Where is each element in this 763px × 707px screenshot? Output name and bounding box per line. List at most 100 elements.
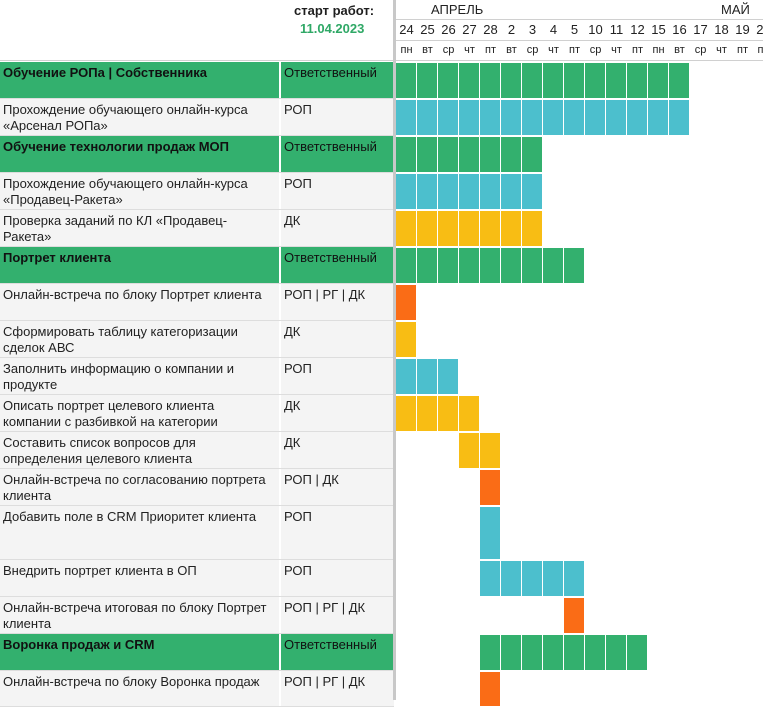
gantt-cell[interactable] [438,211,459,247]
gantt-cell[interactable] [501,248,522,284]
gantt-cell[interactable] [501,635,522,671]
gantt-cell[interactable] [501,63,522,99]
gantt-cell[interactable] [438,174,459,210]
gantt-cell[interactable] [417,100,438,136]
gantt-cell[interactable] [522,137,543,173]
gantt-cell[interactable] [438,137,459,173]
gantt-cell[interactable] [396,248,417,284]
gantt-cell[interactable] [396,322,417,358]
task-row[interactable]: Онлайн-встреча по блоку Воронка продаж РО… [0,671,394,707]
gantt-cell[interactable] [480,174,501,210]
section-row[interactable]: Портрет клиента Ответственный [0,247,394,284]
gantt-cell[interactable] [585,63,606,99]
gantt-cell[interactable] [564,248,585,284]
gantt-cell[interactable] [417,211,438,247]
gantt-cell[interactable] [522,211,543,247]
task-row[interactable]: Онлайн-встреча по блоку Портрет клиента Р… [0,284,394,321]
gantt-cell[interactable] [564,561,585,597]
gantt-cell[interactable] [585,635,606,671]
gantt-cell[interactable] [669,63,690,99]
gantt-cell[interactable] [438,63,459,99]
gantt-cell[interactable] [501,100,522,136]
gantt-cell[interactable] [417,174,438,210]
task-row[interactable]: Составить список вопросов для определени… [0,432,394,469]
gantt-cell[interactable] [396,396,417,432]
gantt-cell[interactable] [606,635,627,671]
gantt-cell[interactable] [396,100,417,136]
gantt-cell[interactable] [564,100,585,136]
gantt-cell[interactable] [522,100,543,136]
gantt-cell[interactable] [459,211,480,247]
gantt-cell[interactable] [564,635,585,671]
gantt-cell[interactable] [543,561,564,597]
gantt-cell[interactable] [396,359,417,395]
gantt-cell[interactable] [417,137,438,173]
gantt-cell[interactable] [480,507,501,560]
gantt-cell[interactable] [480,470,501,506]
gantt-cell[interactable] [627,63,648,99]
gantt-cell[interactable] [564,63,585,99]
gantt-cell[interactable] [459,396,480,432]
gantt-cell[interactable] [396,137,417,173]
gantt-cell[interactable] [648,63,669,99]
gantt-cell[interactable] [480,248,501,284]
gantt-cell[interactable] [606,100,627,136]
gantt-cell[interactable] [480,63,501,99]
gantt-cell[interactable] [585,100,606,136]
task-row[interactable]: Проверка заданий по КЛ «Продавец-Ракета»… [0,210,394,247]
gantt-cell[interactable] [543,248,564,284]
task-row[interactable]: Внедрить портрет клиента в ОП РОП [0,560,394,597]
gantt-cell[interactable] [480,100,501,136]
frozen-pane-divider[interactable] [393,0,396,700]
task-row[interactable]: Добавить поле в CRM Приоритет клиента РОП [0,506,394,560]
gantt-cell[interactable] [396,174,417,210]
task-row[interactable]: Сформировать таблицу категоризации сдело… [0,321,394,358]
gantt-cell[interactable] [396,211,417,247]
gantt-cell[interactable] [459,63,480,99]
gantt-cell[interactable] [438,359,459,395]
gantt-cell[interactable] [522,248,543,284]
gantt-cell[interactable] [417,63,438,99]
gantt-cell[interactable] [564,598,585,634]
gantt-cell[interactable] [543,63,564,99]
section-row[interactable]: Обучение технологии продаж МОП Ответствен… [0,136,394,173]
gantt-cell[interactable] [522,635,543,671]
gantt-cell[interactable] [480,433,501,469]
task-row[interactable]: Онлайн-встреча по согласованию портрета … [0,469,394,506]
gantt-cell[interactable] [501,174,522,210]
task-row[interactable]: Описать портрет целевого клиента компани… [0,395,394,432]
section-row[interactable]: Воронка продаж и CRM Ответственный [0,634,394,671]
gantt-cell[interactable] [459,100,480,136]
gantt-cell[interactable] [543,635,564,671]
gantt-cell[interactable] [501,137,522,173]
gantt-cell[interactable] [459,174,480,210]
gantt-cell[interactable] [459,433,480,469]
task-row[interactable]: Онлайн-встреча итоговая по блоку Портрет… [0,597,394,634]
gantt-cell[interactable] [501,561,522,597]
gantt-cell[interactable] [396,285,417,321]
gantt-cell[interactable] [480,635,501,671]
gantt-cell[interactable] [480,561,501,597]
gantt-cell[interactable] [438,100,459,136]
gantt-cell[interactable] [648,100,669,136]
gantt-cell[interactable] [417,396,438,432]
gantt-cell[interactable] [606,63,627,99]
gantt-cell[interactable] [459,137,480,173]
gantt-cell[interactable] [522,174,543,210]
task-row[interactable]: Заполнить информацию о компании и продук… [0,358,394,395]
gantt-cell[interactable] [417,248,438,284]
gantt-cell[interactable] [438,396,459,432]
gantt-cell[interactable] [438,248,459,284]
task-row[interactable]: Прохождение обучающего онлайн-курса «Арс… [0,99,394,136]
gantt-cell[interactable] [417,359,438,395]
gantt-cell[interactable] [480,137,501,173]
gantt-cell[interactable] [459,248,480,284]
task-row[interactable]: Прохождение обучающего онлайн-курса «Про… [0,173,394,210]
gantt-cell[interactable] [480,211,501,247]
gantt-cell[interactable] [669,100,690,136]
gantt-cell[interactable] [501,211,522,247]
section-row[interactable]: Обучение РОПа | Собственника Ответственны… [0,62,394,99]
gantt-cell[interactable] [543,100,564,136]
gantt-cell[interactable] [396,63,417,99]
gantt-cell[interactable] [627,635,648,671]
